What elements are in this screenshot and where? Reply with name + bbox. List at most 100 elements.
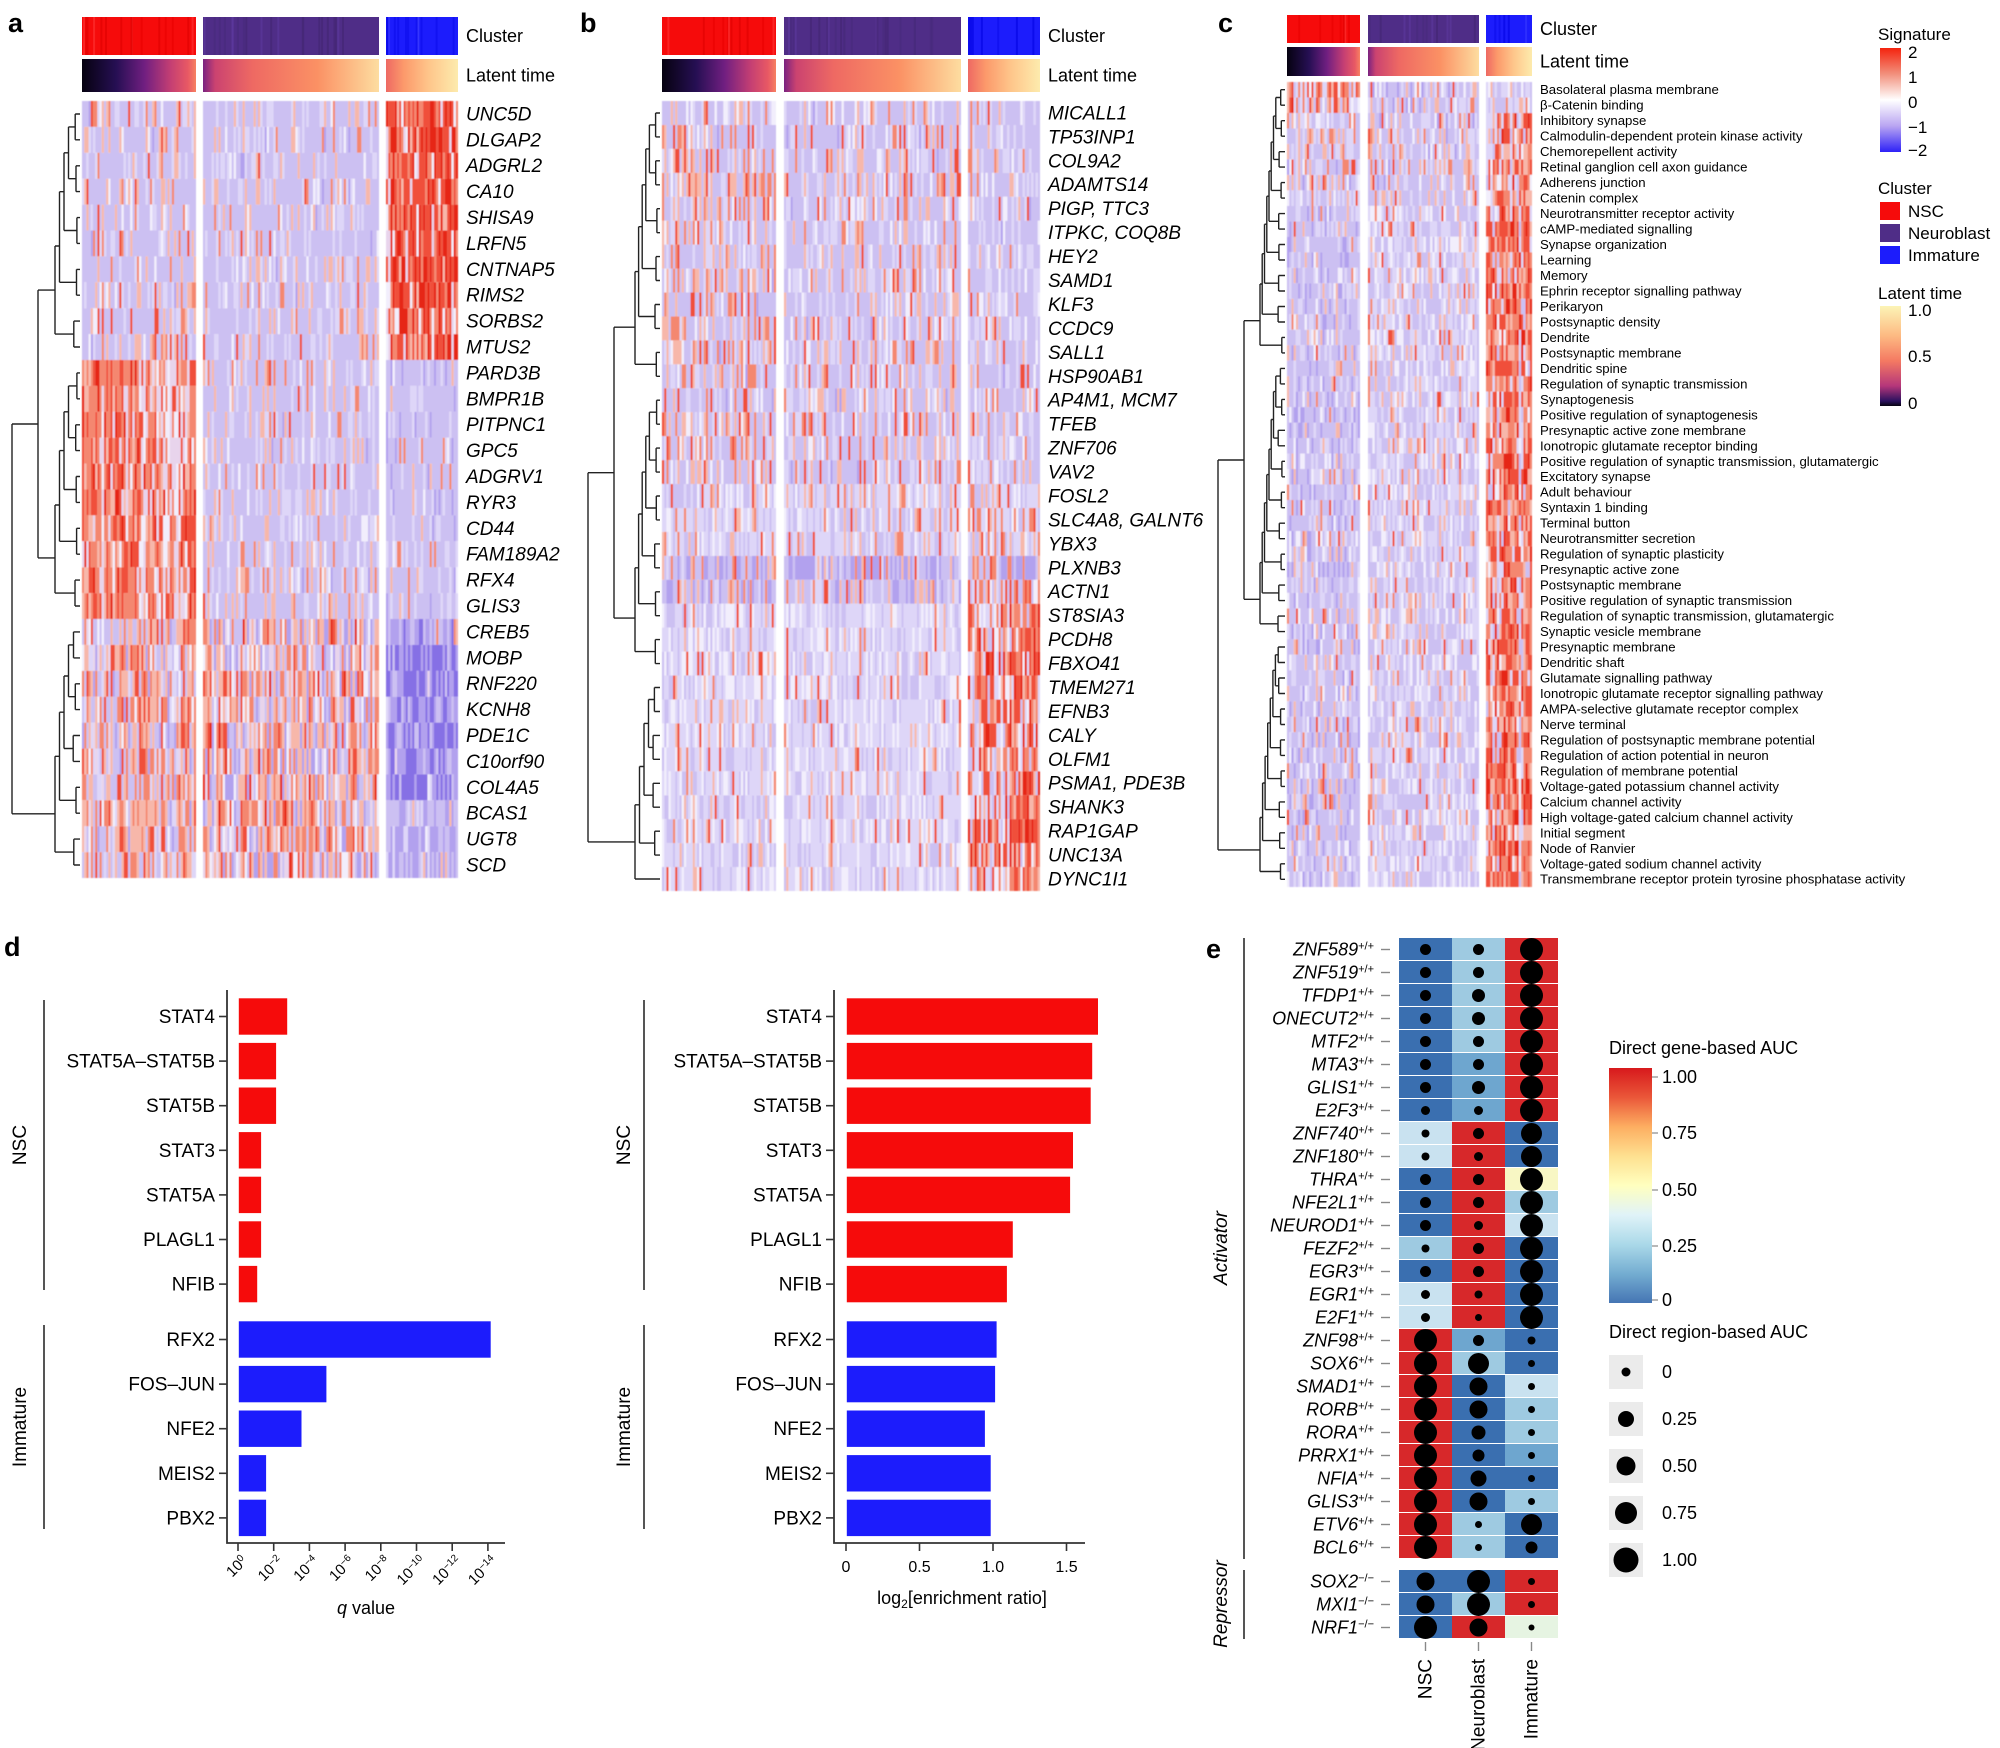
svg-text:ST8SIA3: ST8SIA3 bbox=[1048, 606, 1124, 627]
svg-text:SMAD1+/+: SMAD1+/+ bbox=[1296, 1377, 1374, 1397]
svg-text:c: c bbox=[1218, 8, 1233, 38]
svg-text:CALY: CALY bbox=[1048, 726, 1097, 747]
svg-text:TP53INP1: TP53INP1 bbox=[1048, 127, 1136, 148]
svg-text:STAT4: STAT4 bbox=[159, 1007, 216, 1028]
svg-text:Calcium channel activity: Calcium channel activity bbox=[1540, 794, 1682, 809]
svg-text:0.5: 0.5 bbox=[908, 1559, 930, 1576]
svg-text:SALL1: SALL1 bbox=[1048, 343, 1105, 364]
svg-text:LRFN5: LRFN5 bbox=[466, 234, 527, 255]
svg-text:Positive regulation of synapto: Positive regulation of synaptogenesis bbox=[1540, 407, 1758, 422]
svg-text:PBX2: PBX2 bbox=[773, 1508, 822, 1529]
svg-text:STAT5B: STAT5B bbox=[146, 1096, 215, 1117]
svg-text:Neuroblast: Neuroblast bbox=[1469, 1658, 1490, 1748]
svg-text:ZNF519+/+: ZNF519+/+ bbox=[1292, 963, 1374, 983]
svg-text:MICALL1: MICALL1 bbox=[1048, 103, 1127, 124]
svg-text:SOX6+/+: SOX6+/+ bbox=[1310, 1354, 1374, 1374]
svg-text:C10orf90: C10orf90 bbox=[466, 752, 545, 773]
svg-text:Calmodulin-dependent protein k: Calmodulin-dependent protein kinase acti… bbox=[1540, 129, 1803, 144]
svg-text:FOSL2: FOSL2 bbox=[1048, 487, 1109, 508]
svg-text:Cluster: Cluster bbox=[466, 26, 523, 46]
svg-text:TMEM271: TMEM271 bbox=[1048, 678, 1136, 699]
svg-text:Syntaxin 1 binding: Syntaxin 1 binding bbox=[1540, 500, 1648, 515]
svg-text:Presynaptic active zone membra: Presynaptic active zone membrane bbox=[1540, 423, 1746, 438]
svg-text:RORB+/+: RORB+/+ bbox=[1306, 1400, 1374, 1420]
svg-text:NSC: NSC bbox=[1908, 202, 1944, 221]
svg-text:COL9A2: COL9A2 bbox=[1048, 151, 1121, 172]
svg-text:RFX2: RFX2 bbox=[166, 1330, 215, 1351]
svg-text:Immature: Immature bbox=[614, 1387, 635, 1467]
svg-text:PRRX1+/+: PRRX1+/+ bbox=[1298, 1446, 1374, 1466]
svg-text:Immature: Immature bbox=[1522, 1659, 1543, 1739]
svg-text:EGR3+/+: EGR3+/+ bbox=[1309, 1262, 1374, 1282]
svg-text:−2: −2 bbox=[1908, 141, 1927, 160]
svg-text:0.25: 0.25 bbox=[1662, 1236, 1697, 1256]
svg-text:Inhibitory synapse: Inhibitory synapse bbox=[1540, 113, 1646, 128]
svg-text:Postsynaptic membrane: Postsynaptic membrane bbox=[1540, 578, 1681, 593]
svg-text:0.50: 0.50 bbox=[1662, 1456, 1697, 1476]
svg-text:SORBS2: SORBS2 bbox=[466, 312, 544, 333]
svg-text:Terminal button: Terminal button bbox=[1540, 516, 1630, 531]
svg-text:SAMD1: SAMD1 bbox=[1048, 271, 1113, 292]
svg-text:SCD: SCD bbox=[466, 856, 506, 877]
svg-text:Initial segment: Initial segment bbox=[1540, 825, 1625, 840]
svg-text:Cluster: Cluster bbox=[1878, 179, 1932, 198]
svg-text:Learning: Learning bbox=[1540, 253, 1591, 268]
svg-text:a: a bbox=[8, 8, 24, 38]
svg-text:Dendritic shaft: Dendritic shaft bbox=[1540, 655, 1625, 670]
svg-text:Activator: Activator bbox=[1211, 1210, 1232, 1286]
svg-text:PARD3B: PARD3B bbox=[466, 363, 541, 384]
svg-text:UNC13A: UNC13A bbox=[1048, 846, 1123, 867]
svg-text:NFE2: NFE2 bbox=[166, 1419, 215, 1440]
svg-text:Transmembrane receptor protein: Transmembrane receptor protein tyrosine … bbox=[1540, 872, 1906, 887]
svg-text:GLIS1+/+: GLIS1+/+ bbox=[1307, 1078, 1374, 1098]
svg-text:ADGRV1: ADGRV1 bbox=[465, 467, 544, 488]
svg-text:Retinal ganglion cell axon gui: Retinal ganglion cell axon guidance bbox=[1540, 160, 1747, 175]
svg-text:ZNF180+/+: ZNF180+/+ bbox=[1292, 1147, 1374, 1167]
svg-text:β-Catenin binding: β-Catenin binding bbox=[1540, 98, 1644, 113]
svg-text:Positive regulation of synapti: Positive regulation of synaptic transmis… bbox=[1540, 454, 1879, 469]
svg-text:YBX3: YBX3 bbox=[1048, 534, 1097, 555]
svg-text:MTUS2: MTUS2 bbox=[466, 338, 531, 359]
svg-text:FBXO41: FBXO41 bbox=[1048, 654, 1121, 675]
svg-text:1.0: 1.0 bbox=[982, 1559, 1004, 1576]
svg-text:Catenin complex: Catenin complex bbox=[1540, 191, 1639, 206]
svg-text:TFDP1+/+: TFDP1+/+ bbox=[1301, 986, 1374, 1006]
svg-text:TFEB: TFEB bbox=[1048, 415, 1097, 436]
svg-text:PSMA1, PDE3B: PSMA1, PDE3B bbox=[1048, 774, 1186, 795]
svg-text:Regulation of action potential: Regulation of action potential in neuron bbox=[1540, 748, 1769, 763]
svg-text:Perikaryon: Perikaryon bbox=[1540, 299, 1603, 314]
svg-text:STAT5A–STAT5B: STAT5A–STAT5B bbox=[66, 1052, 215, 1073]
svg-text:FOS–JUN: FOS–JUN bbox=[735, 1375, 822, 1396]
svg-text:Excitatory synapse: Excitatory synapse bbox=[1540, 469, 1651, 484]
svg-text:EGR1+/+: EGR1+/+ bbox=[1309, 1285, 1374, 1305]
svg-text:PCDH8: PCDH8 bbox=[1048, 630, 1113, 651]
svg-text:0.75: 0.75 bbox=[1662, 1503, 1697, 1523]
svg-text:Repressor: Repressor bbox=[1211, 1560, 1232, 1648]
svg-text:HSP90AB1: HSP90AB1 bbox=[1048, 367, 1144, 388]
svg-text:STAT4: STAT4 bbox=[766, 1007, 823, 1028]
svg-text:Regulation of synaptic plastic: Regulation of synaptic plasticity bbox=[1540, 547, 1724, 562]
svg-text:0.50: 0.50 bbox=[1662, 1180, 1697, 1200]
svg-text:STAT5B: STAT5B bbox=[753, 1096, 822, 1117]
svg-text:Cluster: Cluster bbox=[1048, 26, 1105, 46]
svg-text:Memory: Memory bbox=[1540, 268, 1588, 283]
svg-text:e: e bbox=[1206, 934, 1221, 964]
svg-text:DLGAP2: DLGAP2 bbox=[466, 130, 541, 151]
svg-text:STAT5A–STAT5B: STAT5A–STAT5B bbox=[673, 1052, 822, 1073]
svg-text:0: 0 bbox=[1662, 1290, 1672, 1310]
svg-text:Ionotropic glutamate receptor: Ionotropic glutamate receptor binding bbox=[1540, 438, 1758, 453]
svg-text:GLIS3: GLIS3 bbox=[466, 597, 520, 618]
svg-text:UNC5D: UNC5D bbox=[466, 104, 532, 125]
svg-text:Voltage-gated potassium channe: Voltage-gated potassium channel activity bbox=[1540, 779, 1779, 794]
svg-text:Latent time: Latent time bbox=[466, 66, 555, 86]
svg-text:0: 0 bbox=[842, 1559, 851, 1576]
svg-text:q value: q value bbox=[337, 1598, 395, 1618]
svg-text:PITPNC1: PITPNC1 bbox=[466, 415, 546, 436]
svg-text:ADAMTS14: ADAMTS14 bbox=[1047, 175, 1148, 196]
svg-text:FOS–JUN: FOS–JUN bbox=[128, 1375, 215, 1396]
svg-text:PBX2: PBX2 bbox=[166, 1508, 215, 1529]
svg-text:MEIS2: MEIS2 bbox=[158, 1464, 215, 1485]
svg-text:THRA+/+: THRA+/+ bbox=[1309, 1170, 1374, 1190]
svg-text:NFE2L1+/+: NFE2L1+/+ bbox=[1292, 1193, 1374, 1213]
svg-text:RIMS2: RIMS2 bbox=[466, 286, 525, 307]
